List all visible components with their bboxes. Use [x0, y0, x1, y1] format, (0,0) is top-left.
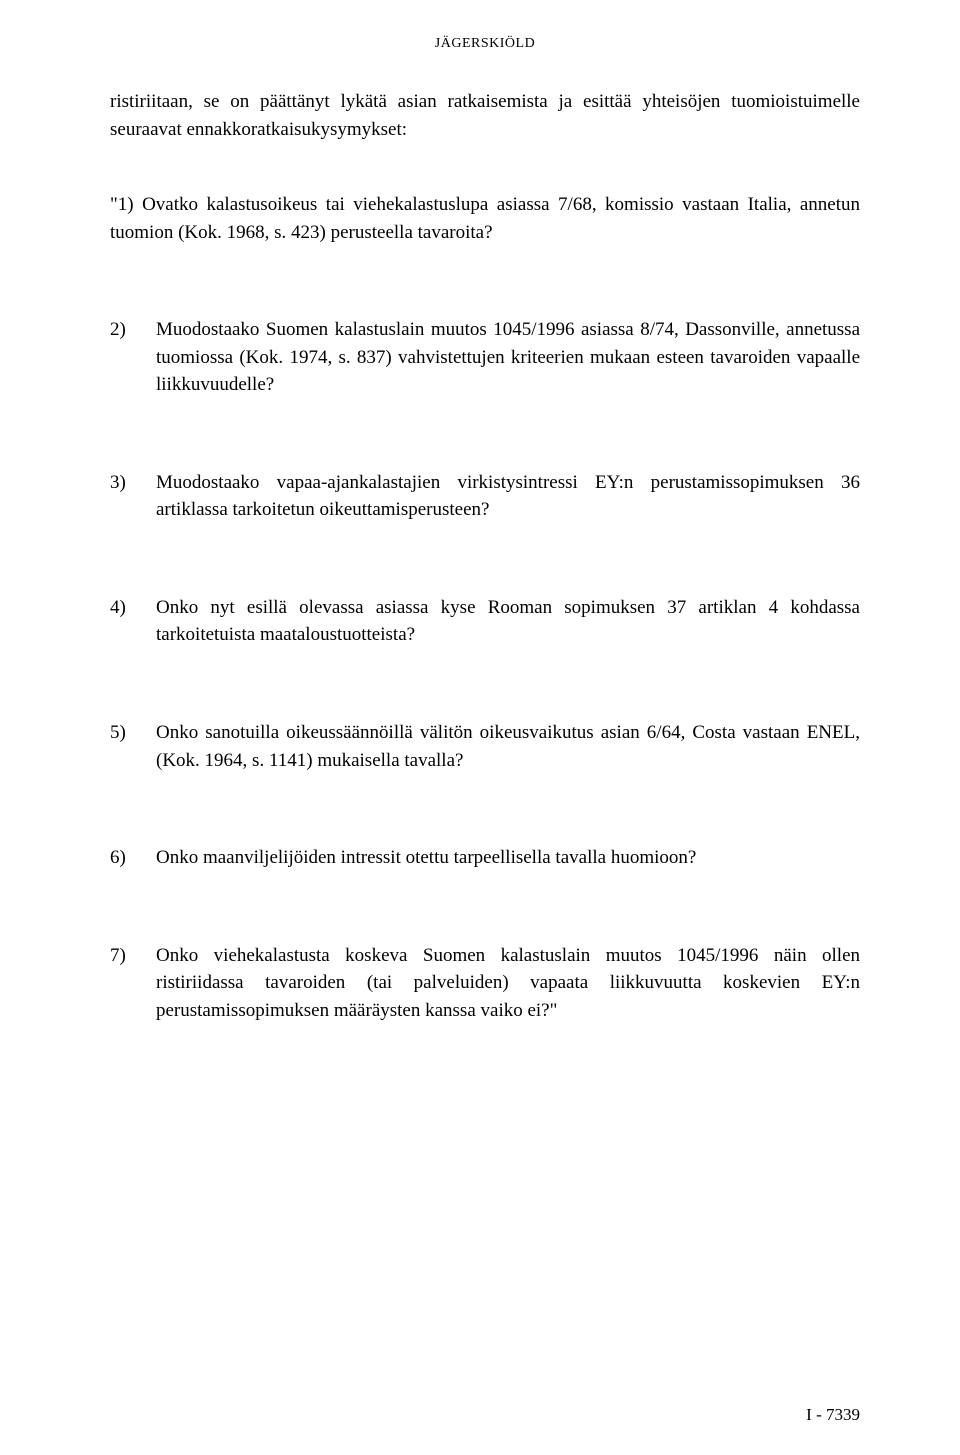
question-number: 3): [110, 469, 156, 524]
question-number: "1): [110, 194, 134, 215]
intro-paragraph: ristiriitaan, se on päättänyt lykätä asi…: [110, 88, 860, 143]
question-text: Muodostaako Suomen kalastuslain muutos 1…: [156, 316, 860, 399]
question-item-5: 5) Onko sanotuilla oikeussäännöillä väli…: [110, 719, 860, 774]
question-item-6: 6) Onko maanviljelijöiden intressit otet…: [110, 844, 860, 872]
question-text: Muodostaako vapaa-ajankalastajien virkis…: [156, 469, 860, 524]
question-text: Onko nyt esillä olevassa asiassa kyse Ro…: [156, 594, 860, 649]
page-header-title: JÄGERSKIÖLD: [110, 36, 860, 52]
question-item-3: 3) Muodostaako vapaa-ajankalastajien vir…: [110, 469, 860, 524]
question-item-4: 4) Onko nyt esillä olevassa asiassa kyse…: [110, 594, 860, 649]
question-number: 4): [110, 594, 156, 649]
question-text: Onko viehekalastusta koskeva Suomen kala…: [156, 942, 860, 1025]
question-number: 5): [110, 719, 156, 774]
question-text: Onko maanviljelijöiden intressit otettu …: [156, 844, 860, 872]
question-item-2: 2) Muodostaako Suomen kalastuslain muuto…: [110, 316, 860, 399]
question-text: Onko sanotuilla oikeussäännöillä välitön…: [156, 719, 860, 774]
page-number: I - 7339: [806, 1405, 860, 1425]
question-number: 6): [110, 844, 156, 872]
question-number: 2): [110, 316, 156, 399]
question-number: 7): [110, 942, 156, 1025]
question-item-1: "1) Ovatko kalastusoikeus tai viehekalas…: [110, 191, 860, 246]
question-item-7: 7) Onko viehekalastusta koskeva Suomen k…: [110, 942, 860, 1025]
question-text: Ovatko kalastusoikeus tai viehekalastusl…: [110, 194, 860, 243]
